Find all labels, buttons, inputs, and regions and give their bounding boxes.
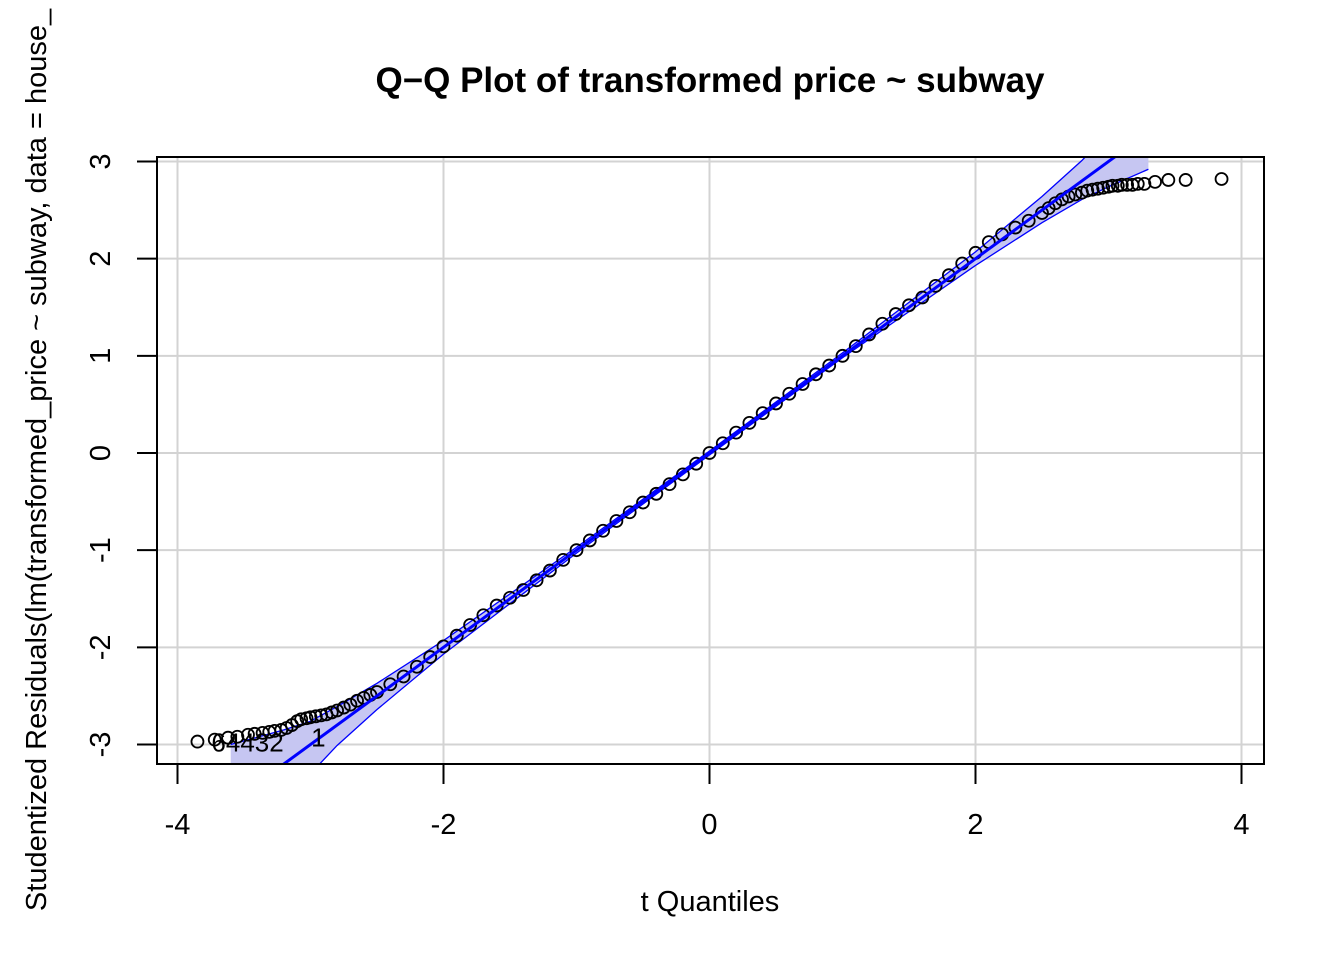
- point-label: 1: [311, 723, 325, 753]
- chart-title: Q−Q Plot of transformed price ~ subway: [375, 61, 1045, 100]
- y-tick-label: 3: [85, 153, 117, 169]
- x-tick-label: 2: [967, 809, 983, 841]
- confidence-band-upper: [231, 89, 1149, 745]
- confidence-band-area: [231, 89, 1149, 866]
- x-tick-label: -4: [165, 809, 191, 841]
- confidence-band: [231, 89, 1149, 866]
- y-tick-label: -1: [85, 537, 117, 563]
- confidence-band-lower: [231, 169, 1149, 866]
- data-point: [1180, 174, 1192, 186]
- y-tick-label: 2: [85, 251, 117, 267]
- data-point: [191, 736, 203, 748]
- grid: [157, 157, 1264, 764]
- y-tick-label: -2: [85, 634, 117, 660]
- data-point: [1216, 173, 1228, 185]
- x-tick-label: 4: [1233, 809, 1249, 841]
- x-tick-label: 0: [701, 809, 717, 841]
- y-tick-label: -3: [85, 732, 117, 758]
- x-axis: -4 -2 0 2 4: [165, 764, 1250, 841]
- y-axis-label: Studentized Residuals(lm(transformed_pri…: [21, 8, 53, 911]
- y-tick-label: 1: [85, 348, 117, 364]
- y-axis: -3 -2 -1 0 1 2 3: [85, 153, 157, 757]
- point-label: 64432: [211, 728, 283, 758]
- x-axis-label: t Quantiles: [641, 886, 780, 918]
- x-tick-label: -2: [431, 809, 457, 841]
- y-tick-label: 0: [85, 445, 117, 461]
- data-point: [1162, 174, 1174, 186]
